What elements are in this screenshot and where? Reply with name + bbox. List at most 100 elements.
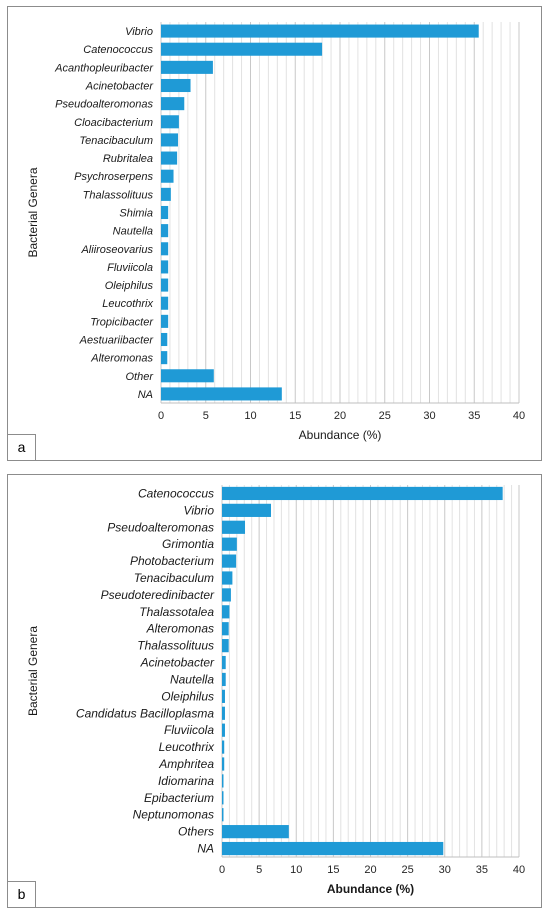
- bar-na: [222, 841, 444, 856]
- category-label: Tropicibacter: [90, 316, 154, 328]
- bar-oleiphilus: [222, 689, 225, 703]
- category-label: Candidatus Bacilloplasma: [76, 706, 214, 720]
- bar-amphritea: [222, 757, 225, 771]
- category-label: Pseudoalteromonas: [55, 99, 153, 111]
- bar-rubritalea: [161, 151, 178, 165]
- bar-pseudoalteromonas: [222, 520, 246, 534]
- bar-vibrio: [222, 503, 272, 517]
- bar-psychroserpens: [161, 169, 174, 183]
- category-label: Pseudoalteromonas: [107, 520, 214, 534]
- bar-thalassolituus: [161, 187, 171, 201]
- bar-fluviicola: [222, 723, 225, 737]
- bar-thalassotalea: [222, 605, 230, 619]
- bar-aestuariibacter: [161, 332, 168, 347]
- category-label: Catenococcus: [138, 486, 214, 500]
- category-label: Shimia: [119, 208, 153, 220]
- category-label: Idiomarina: [158, 774, 214, 788]
- category-label: Nautella: [113, 226, 153, 238]
- bar-idiomarina: [222, 774, 224, 788]
- category-label: Pseudoteredinibacter: [101, 588, 215, 602]
- category-label: Thalassolituus: [137, 639, 214, 653]
- x-tick-label: 30: [423, 410, 435, 422]
- bar-oleiphilus: [161, 278, 169, 292]
- category-label: Acinetobacter: [85, 81, 155, 93]
- bar-epibacterium: [222, 791, 224, 805]
- bar-acanthopleuribacter: [161, 60, 213, 74]
- bar-pseudoteredinibacter: [222, 588, 231, 602]
- bar-alteromonas: [222, 622, 229, 636]
- x-tick-label: 5: [203, 410, 209, 422]
- bar-others: [222, 825, 289, 839]
- x-tick-label: 10: [244, 410, 256, 422]
- bar-chart-a: Vibrio Catenococcus Acanthopleuribacter Aci…: [26, 22, 525, 442]
- bar-tenacibaculum: [222, 571, 233, 585]
- bar-other: [161, 369, 214, 383]
- bar-fluviicola: [161, 260, 169, 274]
- bar-neptunomonas: [222, 808, 224, 822]
- bar-chart-b: Catenococcus Vibrio Pseudoalteromonas Grimo…: [26, 485, 525, 896]
- bar-thalassolituus: [222, 639, 229, 653]
- category-label: Vibrio: [125, 26, 153, 38]
- bar-shimia: [161, 205, 169, 220]
- bar-grimontia: [222, 537, 237, 551]
- category-label: Catenococcus: [83, 44, 153, 56]
- x-tick-label: 15: [327, 864, 339, 876]
- x-tick-label: 25: [402, 864, 414, 876]
- bar-alteromonas: [161, 351, 168, 365]
- category-label: Aliiroseovarius: [80, 244, 153, 256]
- bar-acinetobacter: [222, 655, 226, 670]
- category-label: Other: [125, 371, 154, 383]
- bar-cloacibacterium: [161, 115, 179, 129]
- bar-catenococcus: [222, 486, 503, 501]
- category-label: Grimontia: [162, 537, 214, 551]
- category-label: Acanthopleuribacter: [54, 62, 154, 74]
- x-tick-label: 20: [364, 864, 376, 876]
- bar-photobacterium: [222, 554, 237, 568]
- bar-nautella: [161, 224, 169, 238]
- bar-na: [161, 387, 282, 401]
- x-tick-label: 30: [439, 864, 451, 876]
- category-label: Others: [178, 825, 214, 839]
- category-label: Neptunomonas: [133, 808, 214, 822]
- category-label: Cloacibacterium: [74, 117, 153, 129]
- category-label: Fluviicola: [164, 723, 214, 737]
- x-tick-label: 25: [379, 410, 391, 422]
- x-tick-label: 35: [476, 864, 488, 876]
- x-axis-title: Abundance (%): [327, 882, 414, 896]
- x-tick-label: 0: [158, 410, 164, 422]
- bar-candidatus-bacilloplasma: [222, 706, 225, 720]
- bar-vibrio: [161, 24, 479, 38]
- x-tick-label: 0: [219, 864, 225, 876]
- category-label: Leucothrix: [159, 740, 215, 754]
- category-label: Photobacterium: [130, 554, 214, 568]
- bar-catenococcus: [161, 42, 323, 56]
- chart-panel-a: Vibrio Catenococcus Acanthopleuribacter Aci…: [7, 6, 542, 461]
- bar-leucothrix: [222, 740, 225, 754]
- category-label: Oleiphilus: [161, 689, 214, 703]
- panel-label-a: a: [8, 434, 36, 460]
- x-tick-label: 40: [513, 410, 525, 422]
- y-axis-title: Bacterial Genera: [26, 167, 40, 257]
- x-tick-label: 40: [513, 864, 525, 876]
- category-label: Alteromonas: [146, 622, 214, 636]
- category-label: Tenacibaculum: [79, 135, 153, 147]
- x-tick-label: 35: [468, 410, 480, 422]
- panel-label-b: b: [8, 881, 36, 907]
- category-label: Fluviicola: [107, 262, 153, 274]
- category-label: Alteromonas: [90, 353, 153, 365]
- chart-panel-b: Catenococcus Vibrio Pseudoalteromonas Grimo…: [7, 474, 542, 908]
- category-label: NA: [197, 842, 214, 856]
- x-tick-label: 10: [290, 864, 302, 876]
- bar-tenacibaculum: [161, 133, 179, 147]
- category-label: Nautella: [170, 672, 214, 686]
- category-label: Aestuariibacter: [79, 335, 155, 347]
- category-label: Vibrio: [184, 503, 215, 517]
- x-tick-label: 5: [256, 864, 262, 876]
- category-label: NA: [138, 389, 153, 401]
- category-label: Leucothrix: [102, 298, 153, 310]
- category-label: Acinetobacter: [140, 656, 215, 670]
- category-label: Thalassotalea: [139, 605, 214, 619]
- y-axis-title: Bacterial Genera: [26, 626, 40, 716]
- category-label: Oleiphilus: [105, 280, 154, 292]
- x-tick-label: 20: [334, 410, 346, 422]
